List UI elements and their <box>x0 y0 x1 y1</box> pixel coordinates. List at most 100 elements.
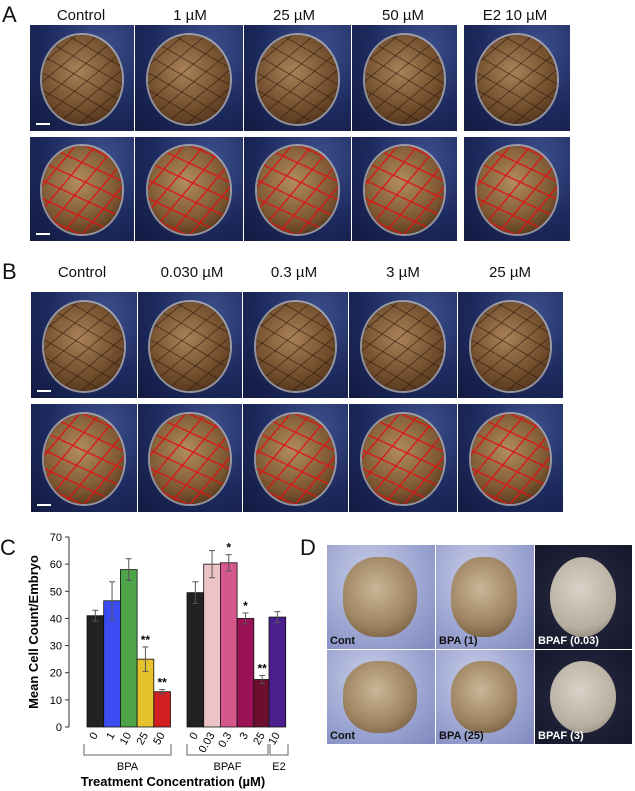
column-label: Control <box>56 7 106 24</box>
y-axis-label: Mean Cell Count/Embryo <box>26 555 41 709</box>
traced-embryo <box>256 146 339 234</box>
embryo <box>450 557 518 637</box>
bar <box>219 562 238 728</box>
bar <box>253 679 271 728</box>
embryo-image <box>244 25 351 131</box>
panel-a-letter: A <box>2 2 17 27</box>
significance-marker: ** <box>257 661 267 675</box>
embryo-image <box>31 292 137 398</box>
traced-embryo <box>361 413 445 505</box>
y-tick-label: 60 <box>50 559 62 571</box>
embryo-image <box>31 404 137 512</box>
bar <box>186 592 205 728</box>
embryo-photo: BPAF (3) <box>535 650 632 744</box>
bar <box>153 691 171 728</box>
group-label: E2 <box>272 761 285 773</box>
embryo-image <box>243 404 348 512</box>
y-tick-label: 30 <box>50 641 62 653</box>
embryo-image <box>464 25 570 131</box>
y-tick-label: 70 <box>50 532 62 544</box>
group-bracket <box>83 744 172 756</box>
photo-label: Cont <box>330 635 356 647</box>
x-tick-label: 0 <box>187 731 200 742</box>
scale-bar <box>37 504 51 506</box>
embryo <box>343 557 417 637</box>
embryo-image <box>349 404 457 512</box>
bar <box>203 563 221 728</box>
embryo-image <box>349 292 457 398</box>
traced-embryo <box>150 413 230 505</box>
column-label: 25 µM <box>489 264 531 281</box>
x-tick-label: 25 <box>251 731 268 748</box>
group-bracket <box>186 744 269 756</box>
embryo-image <box>135 25 243 131</box>
column-label: 1 µM <box>173 7 207 24</box>
embryo <box>43 301 125 391</box>
embryo <box>364 34 445 124</box>
embryo <box>549 557 616 637</box>
x-axis-label: Treatment Concentration (µM) <box>81 774 265 789</box>
x-tick-label: 3 <box>238 731 251 742</box>
y-tick-label: 50 <box>50 586 62 598</box>
embryo <box>450 661 518 733</box>
significance-marker: ** <box>157 676 167 690</box>
embryo <box>42 34 122 124</box>
bar <box>236 618 255 728</box>
embryo-image <box>244 137 351 241</box>
x-tick-label: 1 <box>104 731 117 742</box>
column-label: Control <box>57 264 107 281</box>
column-label: 0.3 µM <box>270 264 318 281</box>
embryo-image <box>138 292 242 398</box>
bar <box>120 569 138 728</box>
embryo <box>147 34 231 124</box>
column-label: 25 µM <box>273 7 315 24</box>
embryo <box>343 661 417 733</box>
embryo-image <box>135 137 243 241</box>
panel-d-letter: D <box>300 535 316 560</box>
embryo <box>255 301 336 391</box>
x-tick-label: 0.3 <box>216 731 234 750</box>
embryo <box>150 301 230 391</box>
embryo <box>549 661 616 733</box>
scale-bar <box>36 123 50 125</box>
x-tick-label: 50 <box>151 731 168 748</box>
column-label: 3 µM <box>386 264 420 281</box>
embryo-photo: Cont <box>327 650 435 744</box>
embryo-image <box>464 137 570 241</box>
x-tick-label: 0.03 <box>197 731 218 756</box>
bar <box>268 616 287 728</box>
embryo-photo: BPA (25) <box>436 650 534 744</box>
x-tick-label: 0 <box>87 731 100 742</box>
embryo <box>361 301 445 391</box>
y-tick-label: 40 <box>50 613 62 625</box>
embryo-image <box>30 137 134 241</box>
photo-label: Cont <box>330 730 356 742</box>
bar <box>86 615 105 728</box>
group-label: BPAF <box>214 761 242 773</box>
embryo-image <box>352 137 457 241</box>
y-tick-label: 20 <box>50 668 62 680</box>
column-label: E2 10 µM <box>482 7 548 24</box>
embryo-image <box>138 404 242 512</box>
significance-marker: ** <box>141 633 151 647</box>
photo-label: BPAF (0.03) <box>538 635 599 647</box>
traced-embryo <box>147 146 231 234</box>
embryo-photo: BPAF (0.03) <box>535 545 632 649</box>
column-label: 50 µM <box>382 7 424 24</box>
embryo-photo: Cont <box>327 545 435 649</box>
scale-bar <box>37 390 51 392</box>
embryo-image <box>352 25 457 131</box>
embryo-image <box>458 292 563 398</box>
traced-embryo <box>470 413 551 505</box>
panel-c-letter: C <box>0 535 16 560</box>
embryo-image <box>243 292 348 398</box>
traced-embryo <box>255 413 336 505</box>
group-label: BPA <box>117 761 139 773</box>
significance-marker: * <box>226 541 231 555</box>
embryo-photo: BPA (1) <box>436 545 534 649</box>
panel-b-letter: B <box>2 259 17 284</box>
y-tick-label: 10 <box>50 695 62 707</box>
photo-label: BPAF (3) <box>538 730 584 742</box>
traced-embryo <box>43 413 125 505</box>
